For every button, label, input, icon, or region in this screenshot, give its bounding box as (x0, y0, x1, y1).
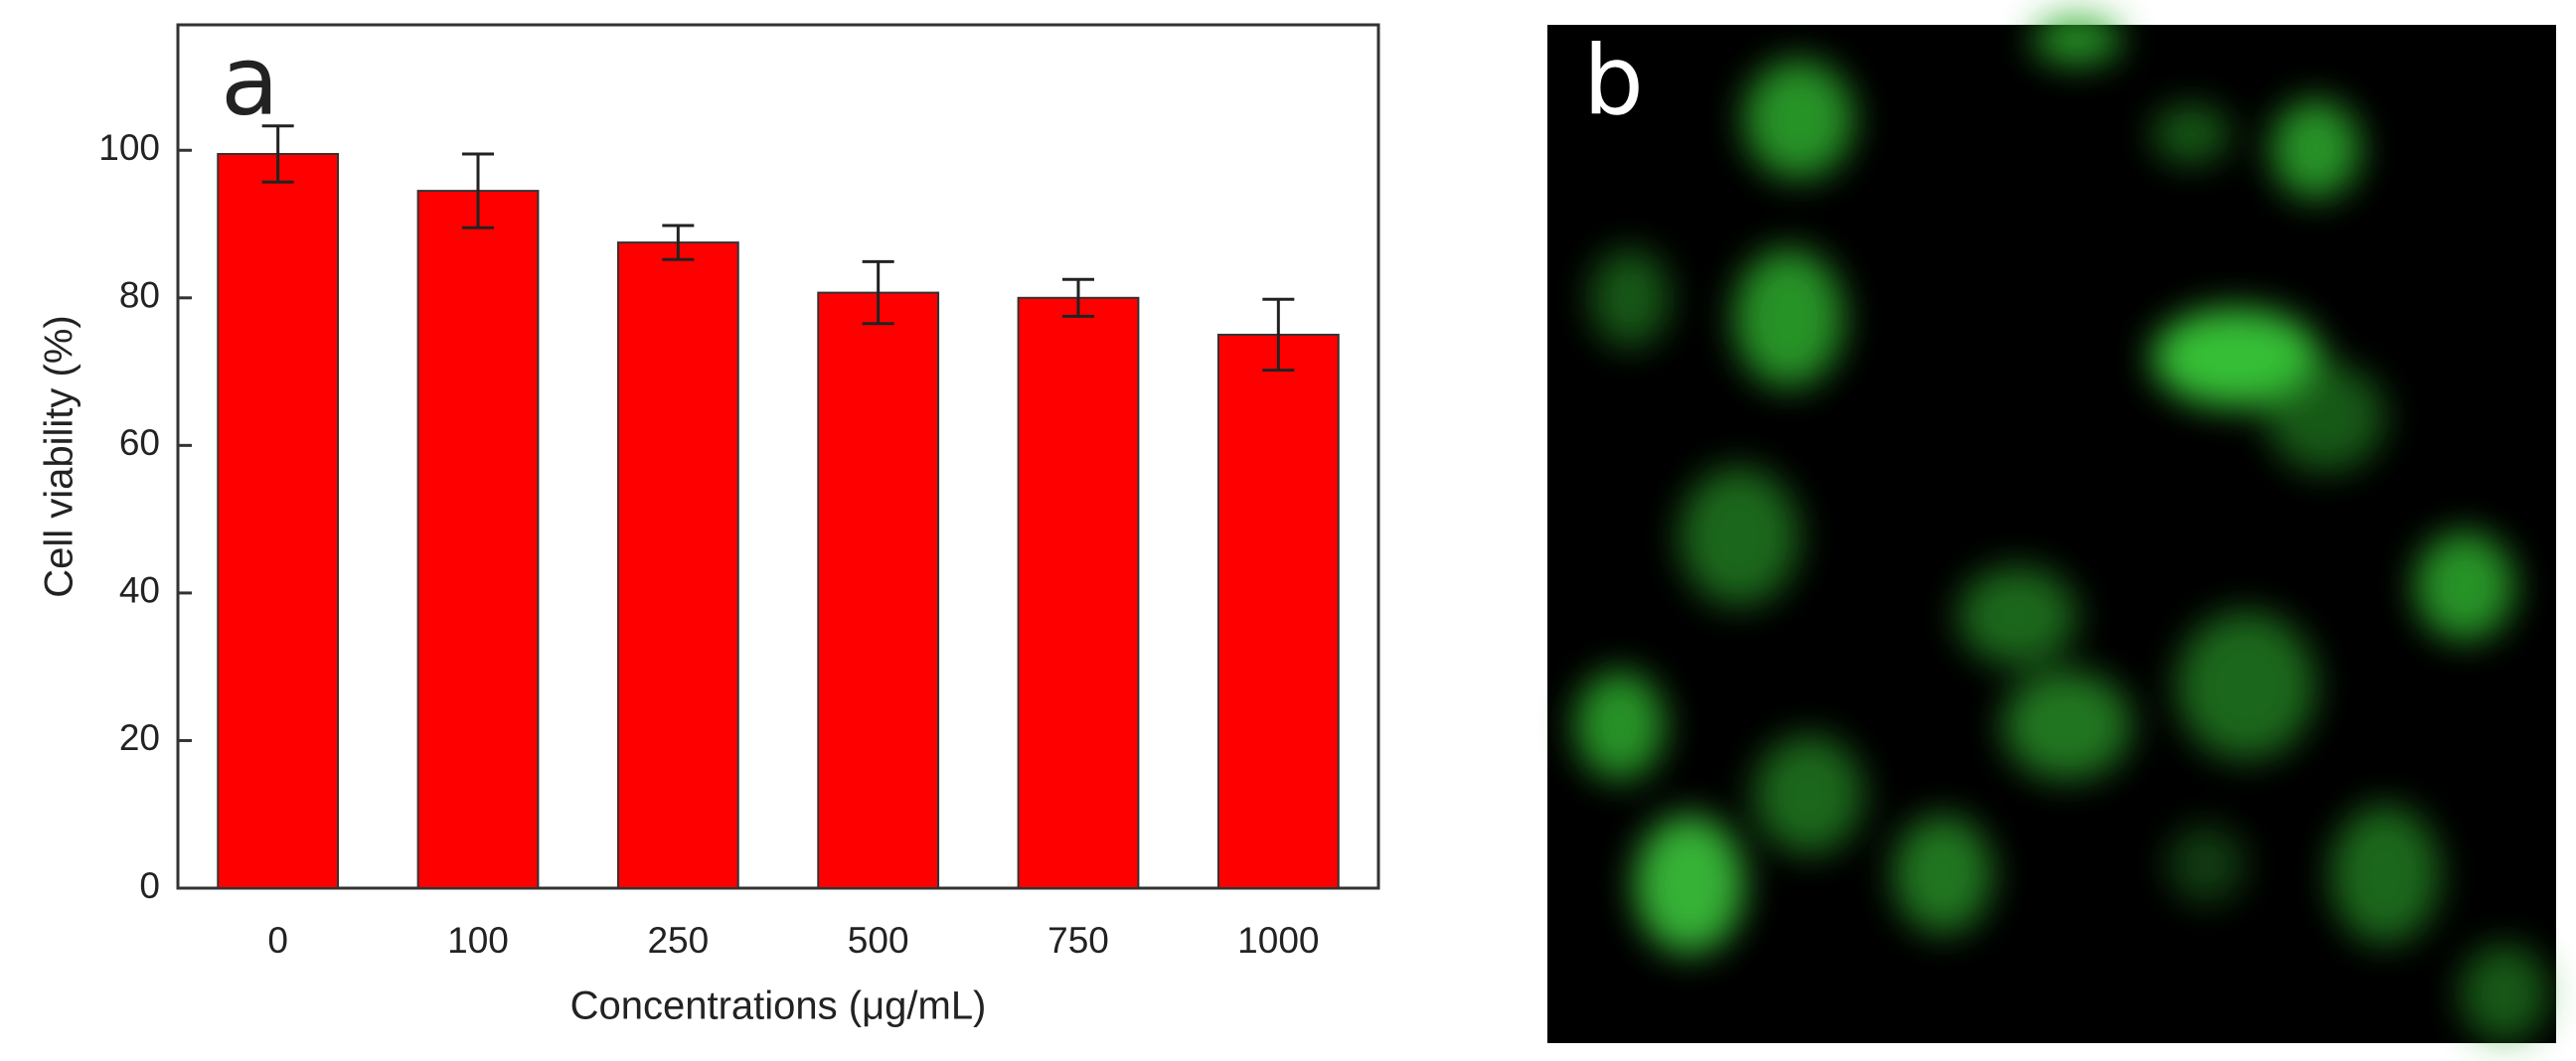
cell (1744, 60, 1853, 179)
cell (2460, 944, 2549, 1043)
x-tick-label: 500 (848, 920, 909, 961)
panel-label: a (221, 25, 279, 136)
x-tick-label: 1000 (1237, 920, 1319, 961)
error-bar (862, 259, 894, 326)
y-tick-label: 60 (119, 422, 160, 463)
cell (1734, 248, 1844, 387)
y-tick-label: 100 (98, 127, 160, 168)
cell (2167, 825, 2246, 904)
cell (2266, 363, 2385, 472)
cell (1958, 566, 2077, 666)
cell (1754, 735, 1863, 854)
cell (2331, 805, 2440, 944)
cell (2415, 531, 2514, 641)
cell (2271, 99, 2360, 199)
cell (1635, 815, 1744, 954)
cell (1680, 467, 1799, 606)
micrograph: b (1547, 15, 2556, 1043)
x-tick-label: 250 (647, 920, 709, 961)
x-axis-title: Concentrations (μg/mL) (570, 985, 987, 1028)
y-axis-title: Cell viability (%) (38, 315, 81, 598)
y-tick-label: 80 (119, 275, 160, 316)
cell (1575, 671, 1665, 780)
error-bar (1062, 277, 1094, 318)
bar (817, 291, 940, 890)
x-tick-label: 0 (267, 920, 288, 961)
bar (1216, 333, 1340, 889)
error-bar (662, 224, 695, 261)
x-tick-label: 100 (447, 920, 509, 961)
error-bar (1262, 297, 1295, 373)
bar (416, 190, 540, 890)
y-tick-label: 40 (119, 570, 160, 611)
plot-frame (176, 23, 1380, 890)
error-bar (462, 152, 494, 229)
cells (1575, 15, 2549, 1043)
cell (2152, 104, 2231, 164)
cell (2003, 671, 2132, 780)
cell (2176, 611, 2316, 760)
cell (1590, 248, 1670, 348)
bar (616, 241, 739, 890)
cell (2152, 308, 2321, 407)
bar (1017, 296, 1140, 889)
y-tick-label: 0 (139, 865, 160, 906)
x-tick-label: 750 (1047, 920, 1109, 961)
y-tick-label: 20 (119, 717, 160, 758)
cell (2032, 15, 2122, 65)
cell (1893, 815, 1993, 934)
bar (217, 152, 340, 889)
panel-label: b (1583, 25, 1644, 136)
error-bar (261, 124, 294, 184)
